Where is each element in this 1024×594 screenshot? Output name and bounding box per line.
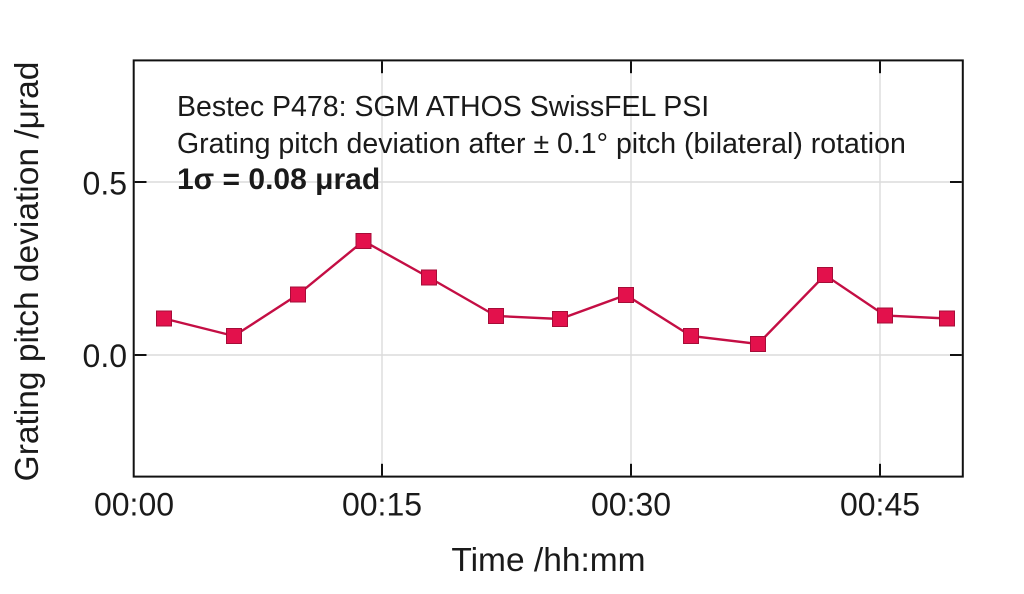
svg-text:Bestec P478: SGM ATHOS SwissFE: Bestec P478: SGM ATHOS SwissFEL PSI xyxy=(177,91,709,123)
svg-text:00:00: 00:00 xyxy=(94,487,174,523)
svg-text:00:45: 00:45 xyxy=(840,487,920,523)
svg-text:00:30: 00:30 xyxy=(591,487,671,523)
svg-text:0.5: 0.5 xyxy=(83,166,127,202)
svg-text:Time /hh:mm: Time /hh:mm xyxy=(451,542,645,579)
svg-text:Grating pitch deviation /μrad: Grating pitch deviation /μrad xyxy=(9,62,46,482)
svg-text:1σ = 0.08 μrad: 1σ = 0.08 μrad xyxy=(177,163,380,196)
svg-text:00:15: 00:15 xyxy=(342,487,422,523)
svg-text:0.0: 0.0 xyxy=(83,338,127,374)
svg-text:Grating pitch deviation after: Grating pitch deviation after ± 0.1° pit… xyxy=(177,128,906,160)
